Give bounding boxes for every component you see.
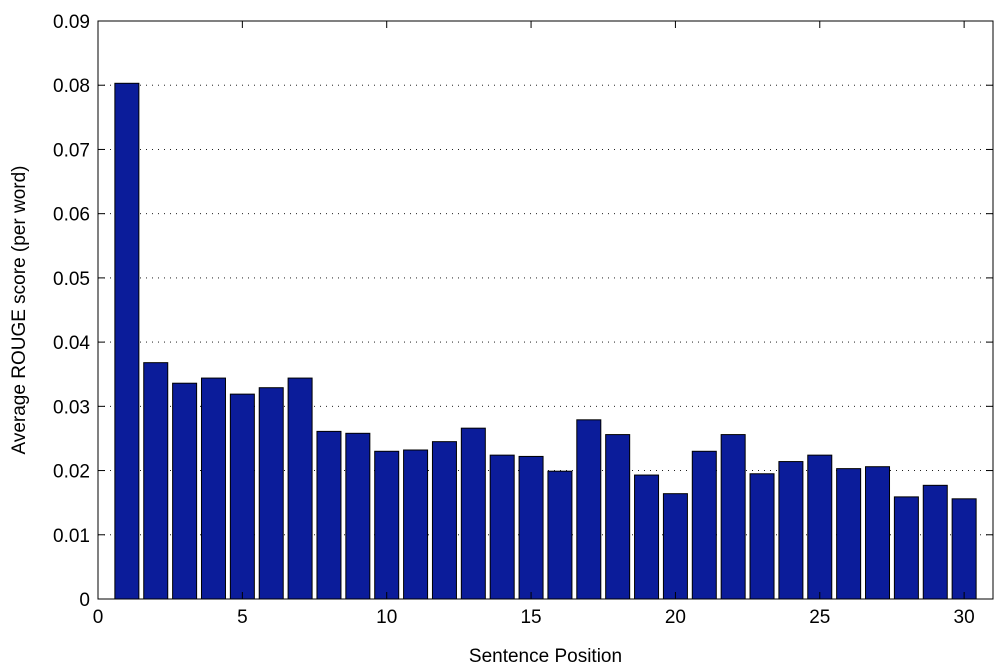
- y-tick-label: 0.09: [53, 12, 90, 33]
- bar-position-3: [172, 382, 198, 600]
- bar-position-11: [403, 449, 429, 600]
- x-tick-label: 0: [93, 607, 104, 628]
- bar-position-21: [691, 450, 717, 600]
- bar-position-17: [576, 419, 602, 600]
- bar-position-1: [114, 82, 140, 600]
- bar-position-7: [287, 377, 313, 600]
- bar-position-4: [200, 377, 226, 600]
- bar-position-10: [374, 450, 400, 600]
- bar-position-23: [749, 473, 775, 600]
- bar-position-24: [778, 461, 804, 600]
- bar-position-14: [489, 454, 515, 600]
- y-tick-label: 0: [79, 590, 90, 611]
- y-tick-label: 0.04: [53, 333, 90, 354]
- y-tick-label: 0.08: [53, 76, 90, 97]
- bar-position-13: [460, 427, 486, 600]
- y-tick-label: 0.05: [53, 269, 90, 290]
- bar-position-8: [316, 430, 342, 600]
- bar-position-16: [547, 470, 573, 600]
- y-tick-label: 0.01: [53, 526, 90, 547]
- bar-position-19: [634, 474, 660, 600]
- bar-position-27: [865, 466, 891, 600]
- y-tick-label: 0.03: [53, 397, 90, 418]
- bar-position-15: [518, 455, 544, 600]
- x-tick-label: 15: [520, 607, 541, 628]
- x-axis-title: Sentence Position: [469, 646, 622, 665]
- bar-position-2: [143, 362, 169, 600]
- bar-position-30: [951, 498, 977, 600]
- y-tick-label: 0.07: [53, 140, 90, 161]
- bar-position-9: [345, 432, 371, 600]
- bar-position-28: [893, 496, 919, 600]
- bar-position-29: [922, 484, 948, 600]
- y-tick-label: 0.06: [53, 205, 90, 226]
- plot-area-frame: [97, 20, 994, 600]
- bars: [114, 82, 977, 600]
- bar-position-12: [431, 441, 457, 600]
- bar-position-18: [605, 434, 631, 600]
- bar-position-6: [258, 387, 284, 600]
- x-tick-label: 20: [665, 607, 686, 628]
- bar-position-20: [662, 493, 688, 600]
- bar-position-26: [836, 468, 862, 600]
- x-tick-label: 10: [376, 607, 397, 628]
- bar-position-5: [229, 393, 255, 600]
- x-tick-label: 5: [237, 607, 248, 628]
- y-axis-title: Average ROUGE score (per word): [9, 166, 30, 455]
- x-tick-label: 30: [954, 607, 975, 628]
- bar-position-22: [720, 434, 746, 600]
- bar-position-25: [807, 454, 833, 600]
- axis-ticks: 0 0.01 0.02 0.03 0.04 0.05 0.06 0.07 0.08 0.09 0 5 1…: [53, 12, 993, 628]
- y-tick-label: 0.02: [53, 462, 90, 483]
- x-tick-label: 25: [809, 607, 830, 628]
